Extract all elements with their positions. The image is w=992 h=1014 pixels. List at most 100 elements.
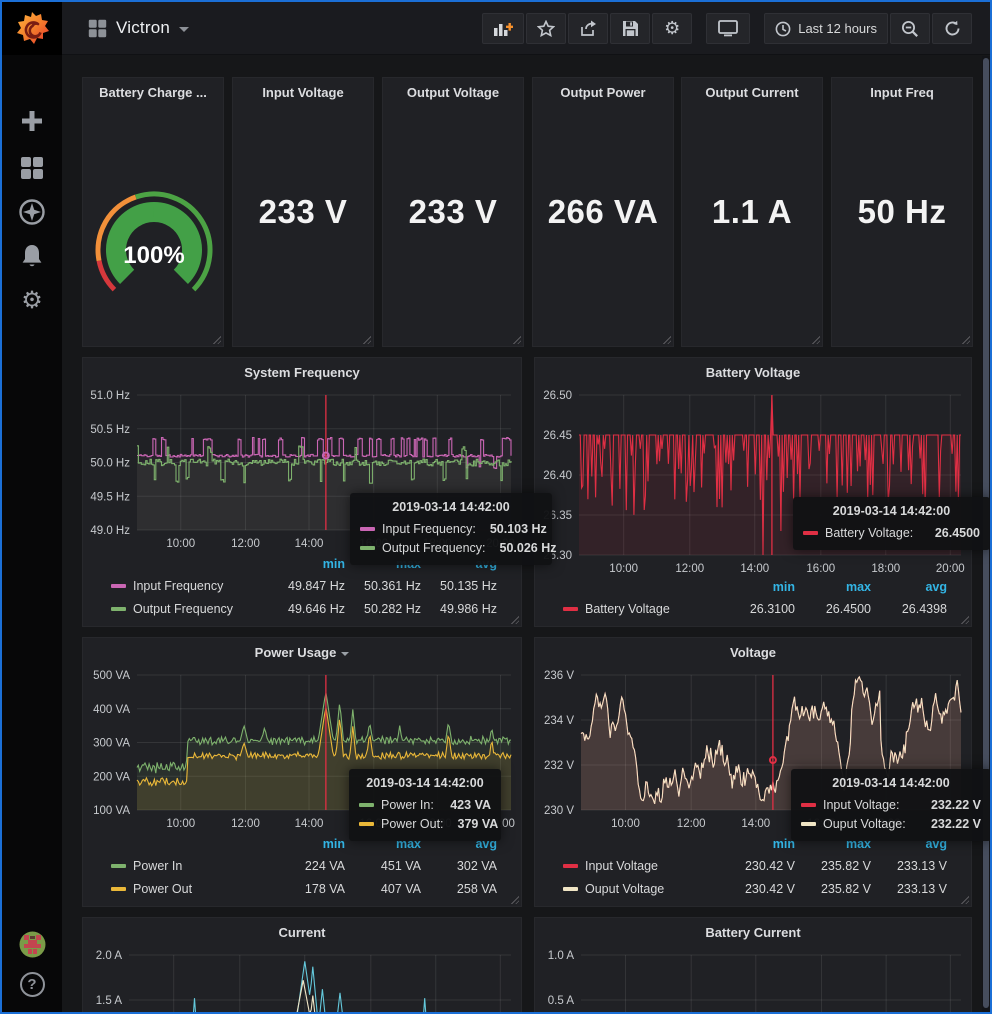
panel-title[interactable]: Input Voltage bbox=[262, 85, 344, 100]
panel-title[interactable]: Battery Voltage bbox=[705, 365, 801, 380]
zoom-out-button[interactable] bbox=[890, 13, 930, 44]
legend-series-name[interactable]: Output Frequency bbox=[133, 601, 234, 616]
panel-resize-handle[interactable] bbox=[510, 895, 519, 904]
dashboard-icon bbox=[88, 19, 107, 37]
svg-text:100 VA: 100 VA bbox=[93, 805, 130, 817]
save-button[interactable] bbox=[610, 13, 651, 44]
svg-text:50.0 Hz: 50.0 Hz bbox=[90, 458, 130, 470]
tooltip-row: Output Frequency: 50.026 Hz bbox=[360, 538, 557, 557]
panel-title[interactable]: Battery Charge ... bbox=[99, 85, 207, 100]
sidebar-configuration-button[interactable]: ⚙ bbox=[2, 282, 62, 318]
panel-title[interactable]: Output Voltage bbox=[406, 85, 500, 100]
panel-title[interactable]: Input Freq bbox=[870, 85, 934, 100]
chevron-down-icon bbox=[179, 27, 190, 32]
chart-battery_current[interactable]: 1.0 A 0.5 A bbox=[535, 918, 973, 1014]
panel-title[interactable]: System Frequency bbox=[244, 365, 360, 380]
series-color-dash bbox=[111, 606, 126, 611]
legend-series-name[interactable]: Input Frequency bbox=[133, 578, 224, 593]
tooltip-series-value: 50.026 Hz bbox=[499, 540, 557, 555]
legend-header-min[interactable]: min bbox=[772, 837, 795, 851]
panel-resize-handle[interactable] bbox=[212, 335, 221, 344]
sidebar-alerting-button[interactable] bbox=[2, 238, 62, 274]
svg-text:16:00: 16:00 bbox=[806, 563, 835, 575]
svg-text:236 V: 236 V bbox=[544, 670, 574, 682]
panel-title[interactable]: Voltage bbox=[730, 645, 776, 660]
legend: min max avg Input Voltage 230.42 V 235.82 V 23… bbox=[563, 837, 947, 900]
legend-stat-value: 233.13 V bbox=[896, 881, 947, 896]
panel-resize-handle[interactable] bbox=[510, 615, 519, 624]
panel-resize-handle[interactable] bbox=[512, 335, 521, 344]
add-panel-button[interactable] bbox=[482, 13, 525, 44]
series-color-dash bbox=[111, 583, 126, 588]
svg-text:10:00: 10:00 bbox=[166, 818, 195, 830]
tooltip-series-label: Power In: bbox=[381, 797, 434, 812]
dashboard-title-picker[interactable]: Victron bbox=[88, 18, 190, 38]
sidebar-dashboards-button[interactable] bbox=[2, 150, 62, 186]
legend-series-name[interactable]: Battery Voltage bbox=[585, 601, 670, 616]
save-icon bbox=[622, 21, 638, 36]
legend-series-name[interactable]: Power In bbox=[133, 858, 183, 873]
share-button[interactable] bbox=[568, 13, 609, 44]
svg-text:14:00: 14:00 bbox=[295, 818, 324, 830]
refresh-button[interactable] bbox=[932, 13, 972, 44]
legend-stat-value: 224 VA bbox=[304, 858, 345, 873]
legend-row: Input Voltage 230.42 V 235.82 V 233.13 V bbox=[563, 854, 947, 877]
svg-text:232 V: 232 V bbox=[544, 760, 574, 772]
svg-text:14:00: 14:00 bbox=[740, 563, 769, 575]
legend-stat-value: 230.42 V bbox=[744, 881, 795, 896]
share-icon bbox=[581, 20, 597, 36]
panel-resize-handle[interactable] bbox=[811, 335, 820, 344]
settings-button[interactable]: ⚙ bbox=[652, 13, 693, 44]
panel-title[interactable]: Output Power bbox=[560, 85, 646, 100]
legend-header-min[interactable]: min bbox=[772, 580, 795, 594]
legend-stat-value: 233.13 V bbox=[896, 858, 947, 873]
svg-text:0.5 A: 0.5 A bbox=[548, 995, 575, 1007]
legend-stat-value: 230.42 V bbox=[744, 858, 795, 873]
legend-stat-value: 258 VA bbox=[456, 881, 497, 896]
panel-title[interactable]: Power Usage bbox=[83, 645, 521, 660]
series-color-dash bbox=[563, 606, 578, 611]
svg-text:18:00: 18:00 bbox=[871, 563, 900, 575]
panel-resize-handle[interactable] bbox=[362, 335, 371, 344]
dashboards-grid-icon bbox=[21, 157, 43, 179]
sidebar-explore-button[interactable] bbox=[2, 194, 62, 230]
panel-resize-handle[interactable] bbox=[960, 895, 969, 904]
time-range-button[interactable]: Last 12 hours bbox=[764, 13, 888, 44]
legend-series-name[interactable]: Ouput Voltage bbox=[585, 881, 665, 896]
sidebar-user-avatar[interactable] bbox=[2, 926, 62, 962]
legend-stat-value: 50.361 Hz bbox=[364, 578, 421, 593]
tooltip-date: 2019-03-14 14:42:00 bbox=[832, 776, 950, 790]
tv-mode-button[interactable] bbox=[706, 13, 751, 44]
svg-text:10:00: 10:00 bbox=[166, 538, 195, 550]
legend-header-min[interactable]: min bbox=[322, 837, 345, 851]
sidebar-create-button[interactable] bbox=[2, 103, 62, 139]
tooltip-battery_voltage: 2019-03-14 14:42:00 Battery Voltage: 26.45… bbox=[793, 497, 990, 550]
panel-title[interactable]: Output Current bbox=[705, 85, 799, 100]
legend-header-avg[interactable]: avg bbox=[925, 580, 947, 594]
stat-value-input_voltage: 233 V bbox=[258, 193, 348, 230]
legend-row: Input Frequency 49.847 Hz 50.361 Hz 50.135 … bbox=[111, 574, 497, 597]
panel-title[interactable]: Battery Current bbox=[705, 925, 801, 940]
star-button[interactable] bbox=[526, 13, 567, 44]
legend-stat-value: 451 VA bbox=[380, 858, 421, 873]
svg-text:26.50: 26.50 bbox=[543, 390, 572, 402]
sidebar-help-button[interactable]: ? bbox=[2, 966, 62, 1002]
svg-text:49.0 Hz: 49.0 Hz bbox=[90, 525, 130, 537]
panel-resize-handle[interactable] bbox=[960, 615, 969, 624]
panel-input_voltage: Input Voltage 233 V bbox=[232, 77, 374, 347]
legend-row: Output Frequency 49.646 Hz 50.282 Hz 49.986… bbox=[111, 597, 497, 620]
bell-icon bbox=[22, 245, 42, 267]
explore-compass-icon bbox=[19, 199, 45, 225]
panel-title[interactable]: Current bbox=[278, 925, 326, 940]
panel-resize-handle[interactable] bbox=[961, 335, 970, 344]
panel-battery_current: Battery Current 1.0 A 0.5 A bbox=[534, 917, 973, 1014]
legend-header-max[interactable]: max bbox=[845, 580, 871, 594]
panel-resize-handle[interactable] bbox=[662, 335, 671, 344]
legend-series-name[interactable]: Power Out bbox=[133, 881, 193, 896]
tooltip-row: Input Voltage: 232.22 V bbox=[801, 795, 981, 814]
grafana-logo[interactable] bbox=[2, 2, 62, 55]
chart-current[interactable]: 2.0 A1.5 A1.0 A0.5 A bbox=[83, 918, 523, 1014]
series-color-dash bbox=[359, 802, 374, 807]
legend-series-name[interactable]: Input Voltage bbox=[585, 858, 658, 873]
legend-header-min[interactable]: min bbox=[322, 557, 345, 571]
